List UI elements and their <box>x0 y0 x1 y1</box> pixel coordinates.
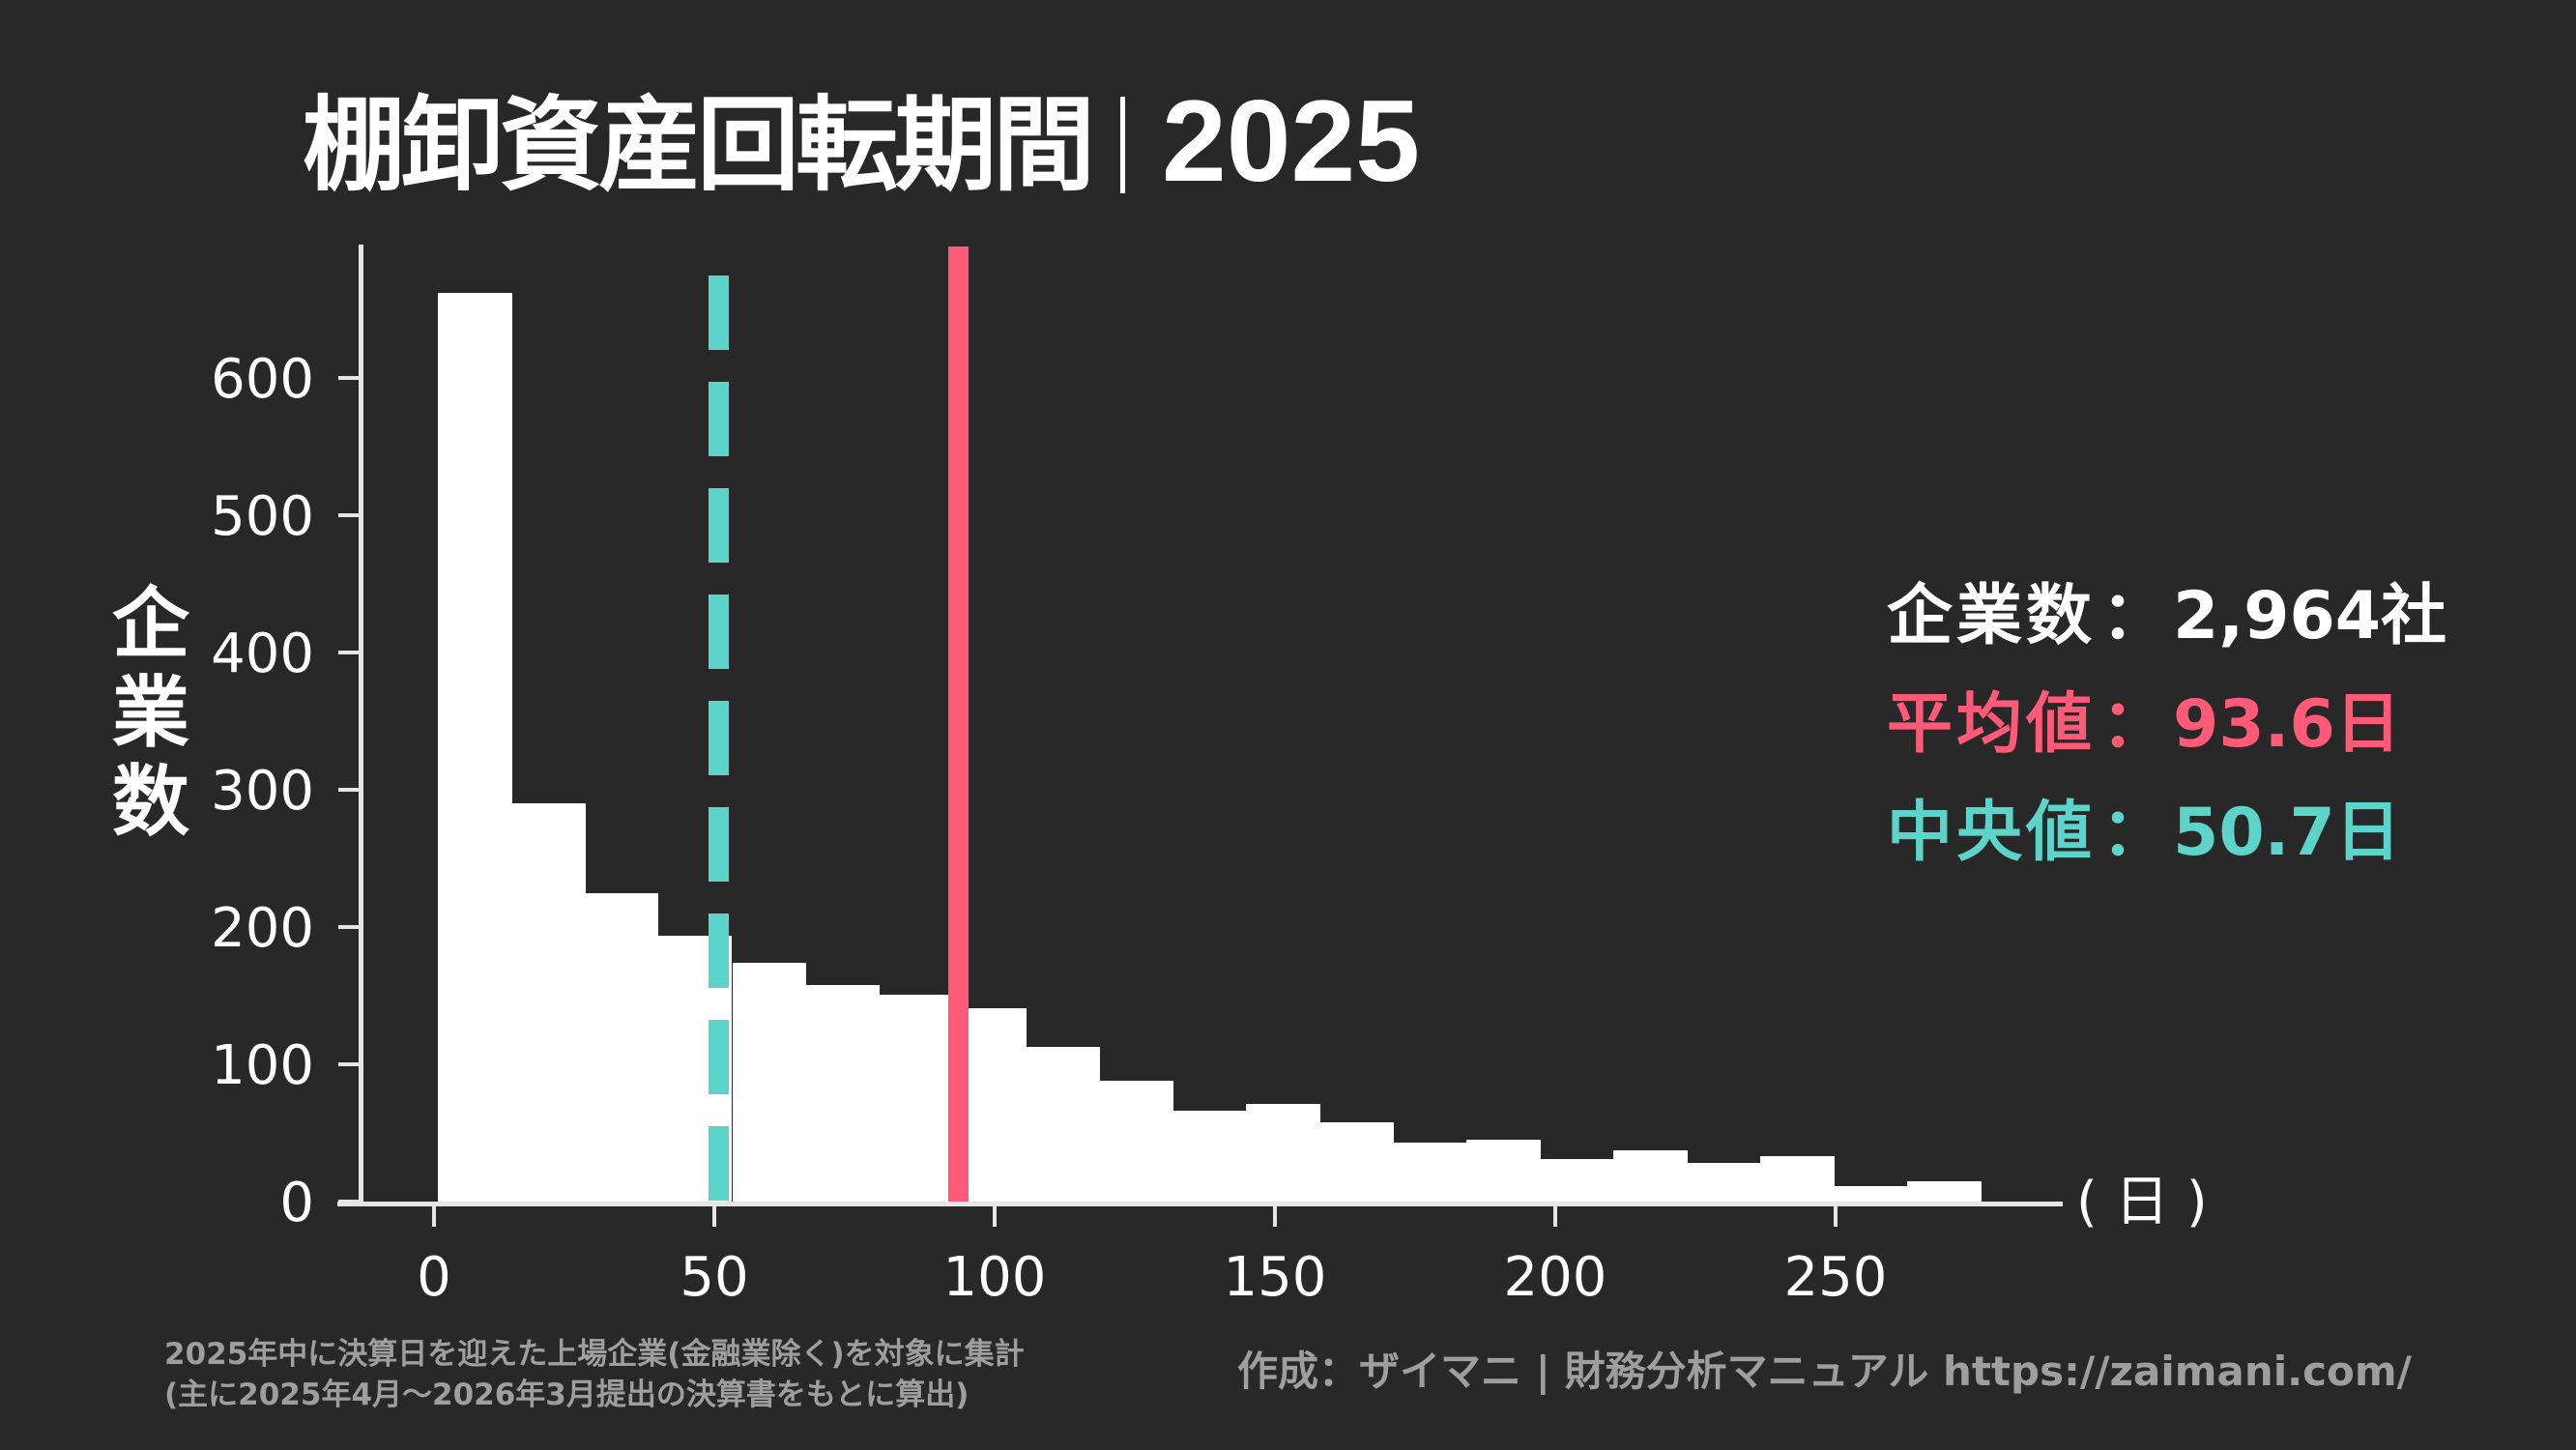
histogram-bar <box>1393 1142 1467 1202</box>
y-tick-label: 400 <box>211 623 314 685</box>
y-tick-label: 300 <box>211 760 314 823</box>
y-tick-mark <box>338 788 361 792</box>
y-tick-mark <box>338 1062 361 1066</box>
stat-count-value: 2,964社 <box>2173 578 2447 654</box>
x-tick-label: 100 <box>942 1246 1047 1309</box>
histogram-bar <box>1760 1156 1835 1202</box>
title-separator <box>1120 97 1125 194</box>
y-axis-label-char: 数 <box>112 757 189 847</box>
histogram-bar <box>879 994 953 1202</box>
y-tick-mark <box>338 376 361 380</box>
footnote-scope: 2025年中に決算日を迎えた上場企業(金融業除く)を対象に集計 <box>164 1337 1025 1372</box>
histogram-bar <box>1246 1104 1320 1202</box>
stat-count-label: 企業数 <box>1887 578 2097 654</box>
stat-median-label: 中央値 <box>1887 795 2097 871</box>
y-tick-mark <box>338 925 361 929</box>
x-tick-mark <box>993 1205 997 1227</box>
histogram-bar <box>1540 1158 1614 1202</box>
y-tick-label: 0 <box>279 1172 314 1234</box>
y-axis-label-char: 業 <box>112 668 189 758</box>
title-year: 2025 <box>1162 76 1420 206</box>
stat-mean: 平均値：93.6日 <box>1887 692 2401 758</box>
histogram-bar <box>805 984 880 1202</box>
footnote-source: (主に2025年4月〜2026年3月提出の決算書をもとに算出) <box>164 1378 970 1412</box>
x-tick-mark <box>432 1205 436 1227</box>
stat-median-value: 50.7日 <box>2173 795 2401 871</box>
x-tick-mark <box>1553 1205 1557 1227</box>
histogram-bar <box>1834 1186 1908 1202</box>
stat-mean-value: 93.6日 <box>2173 686 2401 763</box>
y-tick-label: 600 <box>211 348 314 411</box>
x-tick-label: 0 <box>417 1246 451 1309</box>
histogram-bar <box>1687 1163 1761 1202</box>
x-tick-mark <box>1834 1205 1838 1227</box>
stat-median: 中央値：50.7日 <box>1887 800 2401 866</box>
histogram-bar <box>1172 1111 1247 1202</box>
x-tick-mark <box>712 1205 716 1227</box>
y-axis-label-char: 企 <box>112 579 189 669</box>
y-tick-mark <box>338 1200 361 1204</box>
stat-count-colon: ： <box>2101 578 2168 654</box>
y-tick-label: 500 <box>211 485 314 548</box>
credit-text: 作成：ザイマニ | 財務分析マニュアル https://zaimani.com/ <box>1237 1348 2412 1395</box>
stat-company-count: 企業数：2,964社 <box>1887 584 2446 650</box>
x-tick-label: 200 <box>1503 1246 1607 1309</box>
chart-title: 棚卸資産回転期間 2025 <box>303 72 1420 211</box>
median-line <box>708 276 729 1202</box>
x-axis-line <box>337 1202 2063 1206</box>
histogram-bar <box>1319 1121 1394 1202</box>
histogram-bar <box>1026 1046 1100 1202</box>
stat-mean-colon: ： <box>2101 686 2168 763</box>
stat-mean-label: 平均値 <box>1887 686 2097 763</box>
x-tick-label: 50 <box>680 1246 749 1309</box>
histogram-bar <box>511 803 586 1202</box>
mean-line <box>948 246 970 1202</box>
histogram-bar <box>585 892 659 1202</box>
histogram-bar <box>1099 1081 1173 1202</box>
y-axis-line <box>359 245 363 1206</box>
y-axis-label: 企 業 数 <box>104 580 197 847</box>
histogram-bar <box>438 292 512 1202</box>
histogram-bar <box>1466 1140 1541 1202</box>
x-tick-mark <box>1273 1205 1277 1227</box>
x-axis-unit-label: (日) <box>2076 1171 2225 1233</box>
x-tick-label: 250 <box>1783 1246 1888 1309</box>
x-tick-label: 150 <box>1223 1246 1327 1309</box>
stat-median-colon: ： <box>2101 795 2168 871</box>
y-tick-mark <box>338 513 361 517</box>
y-tick-label: 200 <box>211 897 314 960</box>
histogram-bar <box>1907 1180 1982 1202</box>
y-tick-label: 100 <box>211 1034 314 1097</box>
histogram-bar <box>732 962 807 1202</box>
title-main: 棚卸資産回転期間 <box>303 86 1095 205</box>
histogram-bar <box>1613 1150 1688 1202</box>
y-tick-mark <box>338 651 361 654</box>
